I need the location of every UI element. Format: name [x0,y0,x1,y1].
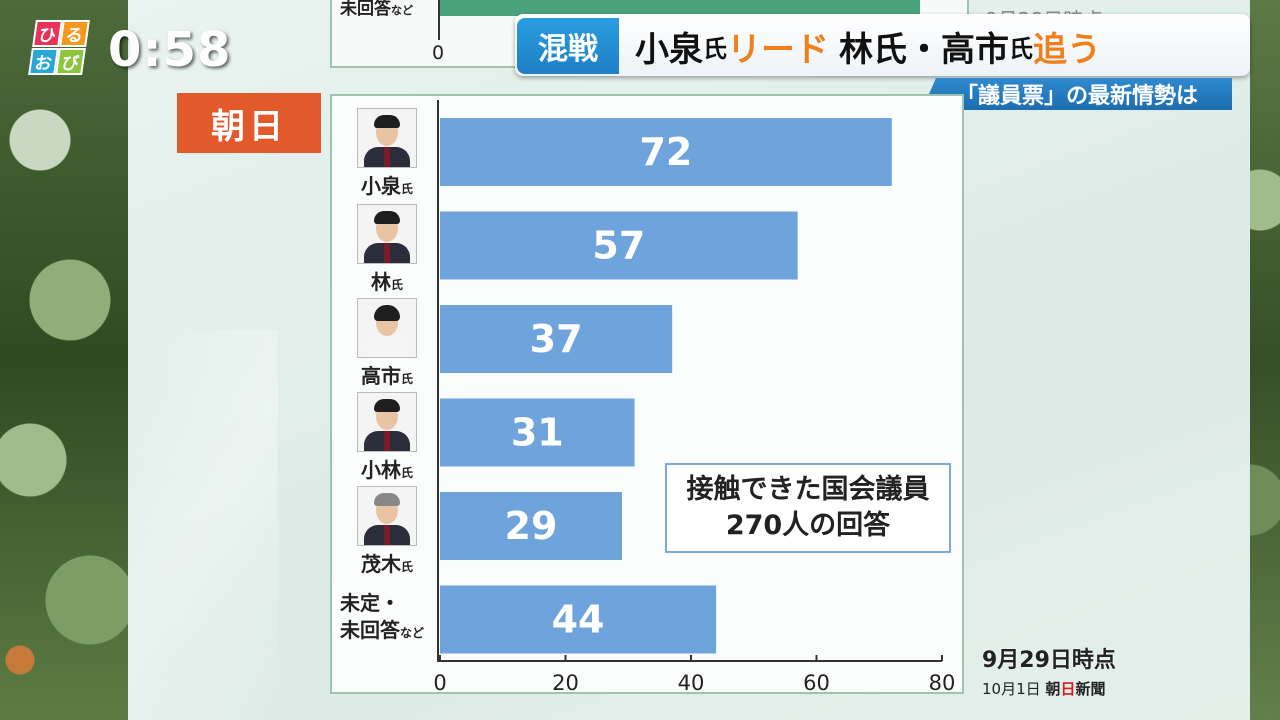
logo-char-4: び [55,48,86,75]
candidate-photo [357,392,417,452]
candidate-photo [357,298,417,358]
annotation-line-1: 接触できた国会議員 [686,474,930,505]
logo-char-3: お [28,48,59,75]
board-reflection [128,330,278,720]
logo-char-1: ひ [32,20,63,47]
candidate-photo [357,108,417,168]
candidate-label-takaichi: 高市氏 [342,298,432,389]
chart-annotation: 接触できた国会議員 270人の回答 [665,463,951,553]
candidate-photo [357,486,417,546]
candidate-label-undecided: 未定・ 未回答など [340,591,425,642]
candidate-label-koizumi: 小泉氏 [342,108,432,199]
headline-text: 小泉氏リード 林氏・高市氏追う [635,18,1101,74]
previous-chart-bar [440,0,920,16]
previous-chart-label: 未回答など [340,0,413,19]
logo-char-2: る [59,20,90,47]
clock: 0:58 [108,22,232,78]
source-credit: 10月1日 朝日新聞 [982,680,1106,698]
headline-banner [515,14,1250,76]
annotation-line-2: 270人の回答 [725,510,891,541]
headline-part4: 追う [1033,29,1101,70]
headline-part3: 林氏・高市 [839,29,1009,70]
headline-part1: 小泉 [635,29,703,70]
candidate-photo [357,204,417,264]
program-logo: ひ る お び [28,18,90,78]
subheadline: 「議員票」の最新情勢は [922,78,1232,110]
candidate-label-kobayashi: 小林氏 [342,392,432,483]
background-foliage-left [0,0,130,720]
headline-part3-suffix: 氏 [1009,34,1033,63]
previous-chart-zero: 0 [432,42,445,64]
source-tag: 朝日 [177,93,321,153]
as-of-date: 9月29日時点 [982,648,1116,673]
headline-part2: リード [727,29,829,70]
headline-tag: 混戦 [517,18,619,74]
headline-part1-suffix: 氏 [703,34,727,63]
candidate-label-motegi: 茂木氏 [342,486,432,577]
previous-chart-axis [438,0,440,40]
candidate-label-hayashi: 林氏 [342,204,432,295]
